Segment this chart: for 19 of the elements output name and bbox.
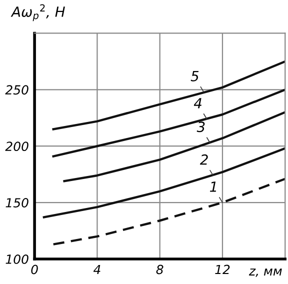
line-series [52, 178, 286, 246]
annotation: 1 [210, 182, 216, 192]
annotation: 3 [196, 122, 205, 132]
x-axis-title: z, мм [248, 268, 282, 277]
x-tick-label: 8 [156, 264, 164, 274]
annotation: 2 [200, 154, 208, 165]
line-series [63, 111, 286, 182]
x-tick-label: 12 [215, 264, 230, 274]
annotation: 4 [194, 98, 202, 108]
y-tick-label: 250 [5, 85, 28, 95]
line-series [42, 147, 286, 218]
x-tick-label: 0 [31, 264, 38, 274]
line-series [52, 60, 286, 130]
y-axis-title: Aω$_{р}$$^{2}$, Н [10, 4, 65, 22]
y-tick-label: 100 [6, 254, 28, 264]
x-tick-label: 4 [93, 264, 100, 274]
y-tick-label: 200 [5, 142, 28, 152]
annotation: 5 [190, 71, 199, 82]
y-tick-label: 150 [6, 198, 28, 208]
